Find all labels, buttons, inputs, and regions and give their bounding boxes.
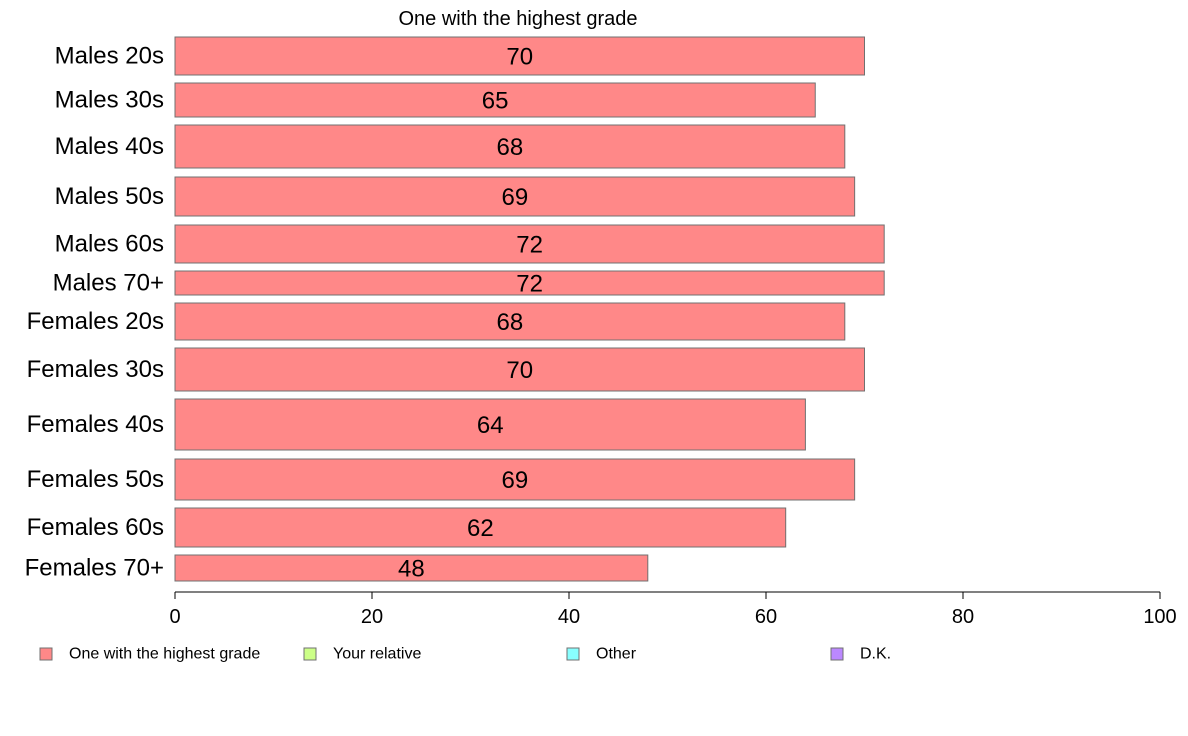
legend-label: Other bbox=[596, 646, 637, 663]
category-label: Males 40s bbox=[55, 133, 164, 160]
category-label: Females 20s bbox=[27, 308, 164, 335]
category-label: Males 50s bbox=[55, 183, 164, 210]
legend: One with the highest grade Your relative O… bbox=[39, 646, 891, 663]
legend-swatch bbox=[303, 647, 317, 661]
bar bbox=[174, 507, 787, 548]
category-label: Females 70+ bbox=[25, 555, 164, 582]
bar bbox=[174, 270, 885, 296]
category-label: Males 20s bbox=[55, 43, 164, 70]
legend-label: One with the highest grade bbox=[69, 646, 260, 663]
category-label: Males 60s bbox=[55, 231, 164, 258]
bar-value-label: 69 bbox=[501, 184, 528, 211]
bar bbox=[174, 224, 885, 264]
legend-label: D.K. bbox=[860, 646, 891, 663]
bar bbox=[174, 554, 649, 582]
bar-value-label: 72 bbox=[516, 271, 543, 298]
legend-swatch bbox=[566, 647, 580, 661]
bar-value-label: 48 bbox=[398, 556, 425, 583]
x-tick-label: 80 bbox=[952, 606, 974, 628]
category-label: Females 40s bbox=[27, 411, 164, 438]
x-axis: 0 20 40 60 80 100 bbox=[169, 591, 1177, 628]
legend-swatch bbox=[830, 647, 844, 661]
x-tick-label: 0 bbox=[169, 606, 180, 628]
x-tick-label: 40 bbox=[558, 606, 580, 628]
bar bbox=[174, 124, 846, 169]
category-label: Males 30s bbox=[55, 87, 164, 114]
bar-value-label: 70 bbox=[506, 44, 533, 71]
x-tick-label: 20 bbox=[361, 606, 383, 628]
bar bbox=[174, 176, 856, 217]
bar-value-label: 72 bbox=[516, 232, 543, 259]
bar-value-label: 68 bbox=[497, 134, 524, 161]
category-label: Males 70+ bbox=[53, 270, 164, 297]
bar-value-label: 62 bbox=[467, 515, 494, 542]
bar-value-label: 69 bbox=[501, 467, 528, 494]
category-label: Females 60s bbox=[27, 514, 164, 541]
bar-value-label: 65 bbox=[482, 88, 509, 115]
bar-value-label: 70 bbox=[506, 357, 533, 384]
bar bbox=[174, 347, 865, 392]
x-tick-label: 60 bbox=[755, 606, 777, 628]
bar bbox=[174, 82, 816, 118]
bar bbox=[174, 36, 865, 76]
bar-value-label: 68 bbox=[497, 309, 524, 336]
category-label: Females 30s bbox=[27, 356, 164, 383]
bar-group: Males 20s 70 Males 30s 65 Males 40s 68 Males 5… bbox=[25, 36, 885, 583]
x-tick-label: 100 bbox=[1143, 606, 1176, 628]
category-label: Females 50s bbox=[27, 466, 164, 493]
chart-title: One with the highest grade bbox=[398, 8, 637, 30]
bar-value-label: 64 bbox=[477, 412, 504, 439]
bar bbox=[174, 398, 806, 451]
bar bbox=[174, 302, 846, 341]
legend-swatch bbox=[39, 647, 53, 661]
legend-label: Your relative bbox=[333, 646, 421, 663]
bar bbox=[174, 458, 856, 501]
